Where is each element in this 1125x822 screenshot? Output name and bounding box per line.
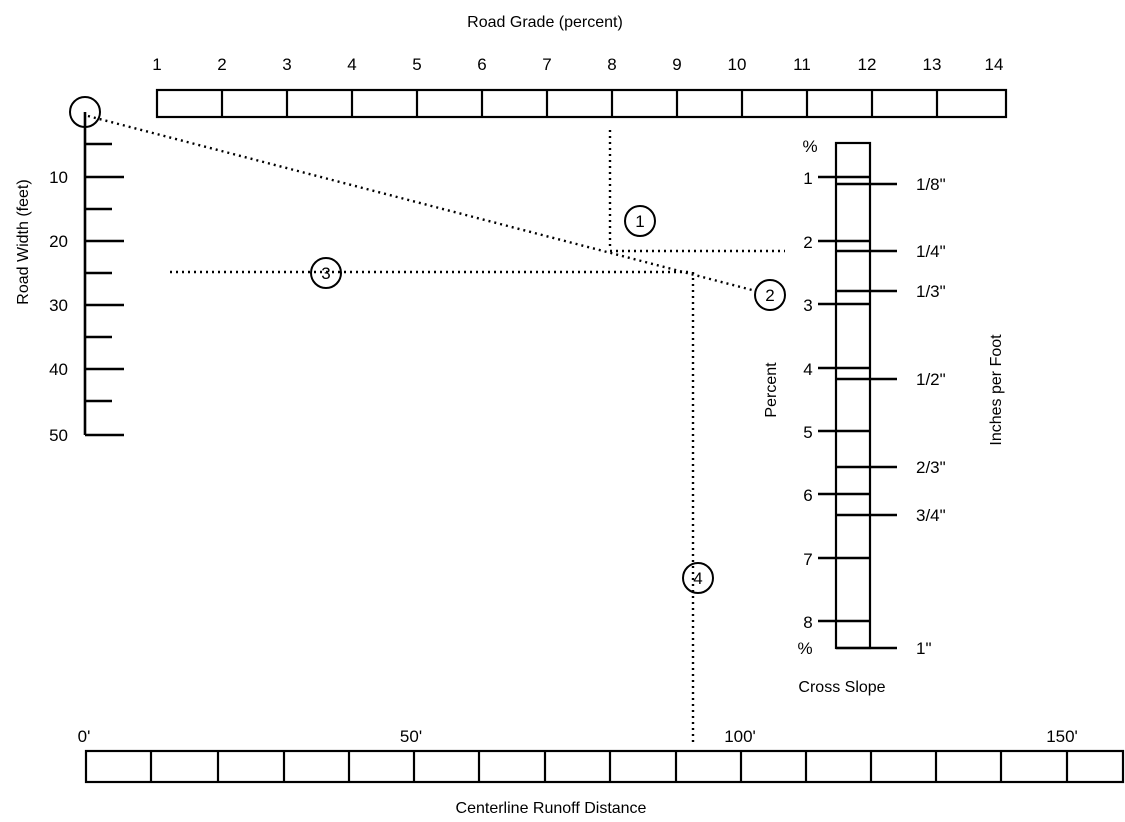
step-marker-4: 4 (682, 562, 714, 594)
percent-tick-label: 2 (803, 233, 812, 252)
grade-tick-label: 11 (793, 55, 811, 74)
percent-axis-label: Percent (763, 362, 780, 418)
runoff-scale (84, 749, 1125, 784)
percent-tick-label: 3 (803, 296, 812, 315)
cross-slope-scale (818, 141, 897, 650)
grade-tick-label: 10 (728, 55, 747, 74)
runoff-tick-label: 100' (724, 727, 756, 746)
percent-symbol-bottom: % (797, 639, 812, 658)
step-number: 1 (635, 212, 644, 231)
grade-tick-label: 14 (985, 55, 1004, 74)
width-tick-label: 50 (49, 426, 68, 445)
percent-symbol-top: % (802, 137, 817, 156)
grade-tick-label: 3 (282, 55, 291, 74)
step-marker-2: 2 (754, 279, 786, 311)
grade-tick-label: 2 (217, 55, 226, 74)
percent-tick-label: 8 (803, 613, 812, 632)
step-circle (310, 257, 342, 289)
cross-slope-bar (834, 141, 872, 650)
inch-tick-label: 2/3" (916, 458, 946, 477)
step-circle (754, 279, 786, 311)
step-circle (682, 562, 714, 594)
inch-tick-label: 1/2" (916, 370, 946, 389)
inches-axis-label: Inches per Foot (988, 334, 1005, 446)
grade-tick-label: 9 (672, 55, 681, 74)
runoff-tick-label: 150' (1046, 727, 1078, 746)
percent-tick-label: 1 (803, 169, 812, 188)
inch-tick-labels: 1/8" 1/4" 1/3" 1/2" 2/3" 3/4" 1" (916, 175, 946, 658)
grade-tick-label: 8 (607, 55, 616, 74)
step-circle (624, 205, 656, 237)
grade-tick-label: 6 (477, 55, 486, 74)
percent-tick-label: 5 (803, 423, 812, 442)
runoff-scale-title: Centerline Runoff Distance (456, 800, 647, 817)
step-number: 3 (321, 264, 330, 283)
inch-tick-label: 1/3" (916, 282, 946, 301)
runoff-tick-label: 0' (78, 727, 91, 746)
step-marker-1: 1 (624, 205, 656, 237)
width-tick-label: 40 (49, 360, 68, 379)
grade-scale-title: Road Grade (percent) (467, 14, 623, 31)
grade-tick-label: 5 (412, 55, 421, 74)
percent-tick-labels: % 1 2 3 4 5 6 7 8 % (797, 137, 817, 658)
grade-scale (155, 88, 1008, 119)
runoff-tick-labels: 0' 50' 100' 150' (78, 727, 1078, 746)
pivot-to-cross-slope-line (87, 114, 753, 292)
width-tick-label: 20 (49, 232, 68, 251)
step-number: 2 (765, 286, 774, 305)
step-number: 4 (693, 569, 702, 588)
grade-tick-label: 1 (152, 55, 161, 74)
percent-tick-label: 6 (803, 486, 812, 505)
inch-tick-label: 3/4" (916, 506, 946, 525)
grade-tick-label: 12 (858, 55, 877, 74)
width-tick-label: 30 (49, 296, 68, 315)
cross-slope-title: Cross Slope (798, 679, 885, 696)
width-tick-label: 10 (49, 168, 68, 187)
width-scale (83, 112, 124, 437)
pivot-circle (69, 96, 101, 128)
width-scale-title: Road Width (feet) (15, 179, 32, 304)
runoff-tick-label: 50' (400, 727, 422, 746)
inch-tick-label: 1/4" (916, 242, 946, 261)
grade-tick-labels: 1 2 3 4 5 6 7 8 9 10 11 12 13 14 (152, 55, 1003, 74)
inch-tick-label: 1/8" (916, 175, 946, 194)
grade-tick-label: 4 (347, 55, 356, 74)
construction-lines (87, 114, 785, 745)
percent-tick-label: 4 (803, 360, 812, 379)
grade-scale-bar (155, 88, 1008, 119)
runoff-scale-bar (84, 749, 1125, 784)
grade-tick-label: 13 (923, 55, 942, 74)
percent-tick-label: 7 (803, 550, 812, 569)
inch-tick-label: 1" (916, 639, 932, 658)
grade-tick-label: 7 (542, 55, 551, 74)
width-tick-labels: 10 20 30 40 50 (49, 168, 68, 445)
step-marker-3: 3 (310, 257, 342, 289)
